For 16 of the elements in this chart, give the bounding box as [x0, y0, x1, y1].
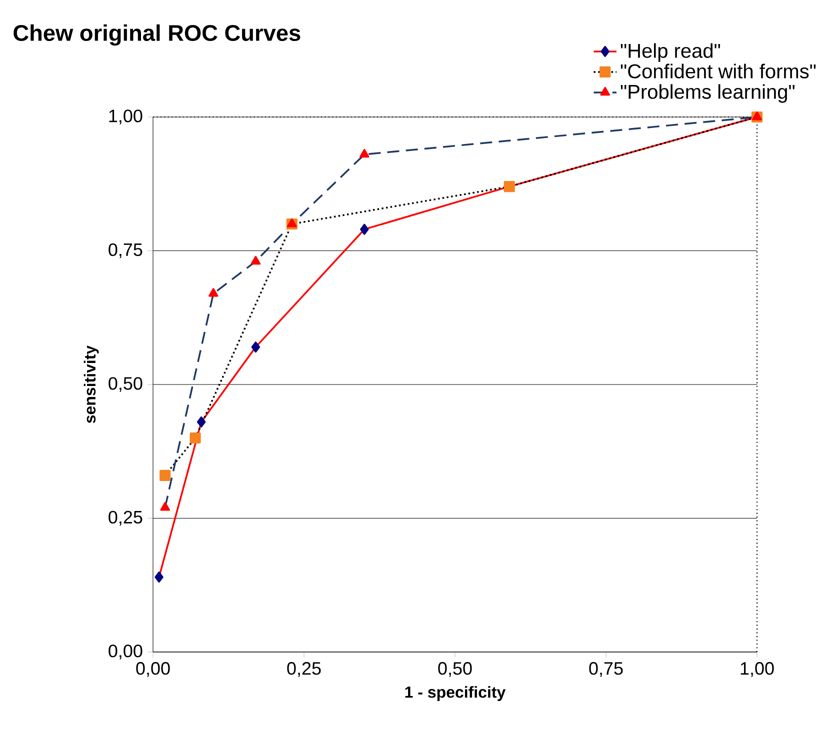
y-tick-label: 1,00 [109, 110, 142, 124]
y-tick-label: 0,50 [108, 377, 142, 392]
x-tick-label: 1,00 [740, 662, 774, 677]
x-tick-label: 0,75 [589, 662, 623, 677]
legend-label: "Help read" [620, 43, 720, 62]
x-tick-label: 0,00 [136, 662, 170, 677]
x-tick-label: 0,25 [287, 662, 321, 677]
y-tick-label: 0,25 [108, 510, 142, 526]
y-tick-label: 0,75 [108, 243, 142, 258]
y-axis-title: sensitivity [84, 345, 99, 424]
x-tick-label: 0,50 [438, 662, 472, 677]
x-axis-title: 1 - specificity [405, 686, 506, 701]
y-tick-label: 0,00 [108, 644, 142, 660]
legend-label: "Confident with forms" [620, 64, 816, 78]
chart-title: Chew original ROC Curves [14, 24, 300, 46]
legend-label: "Problems learning" [620, 84, 795, 103]
